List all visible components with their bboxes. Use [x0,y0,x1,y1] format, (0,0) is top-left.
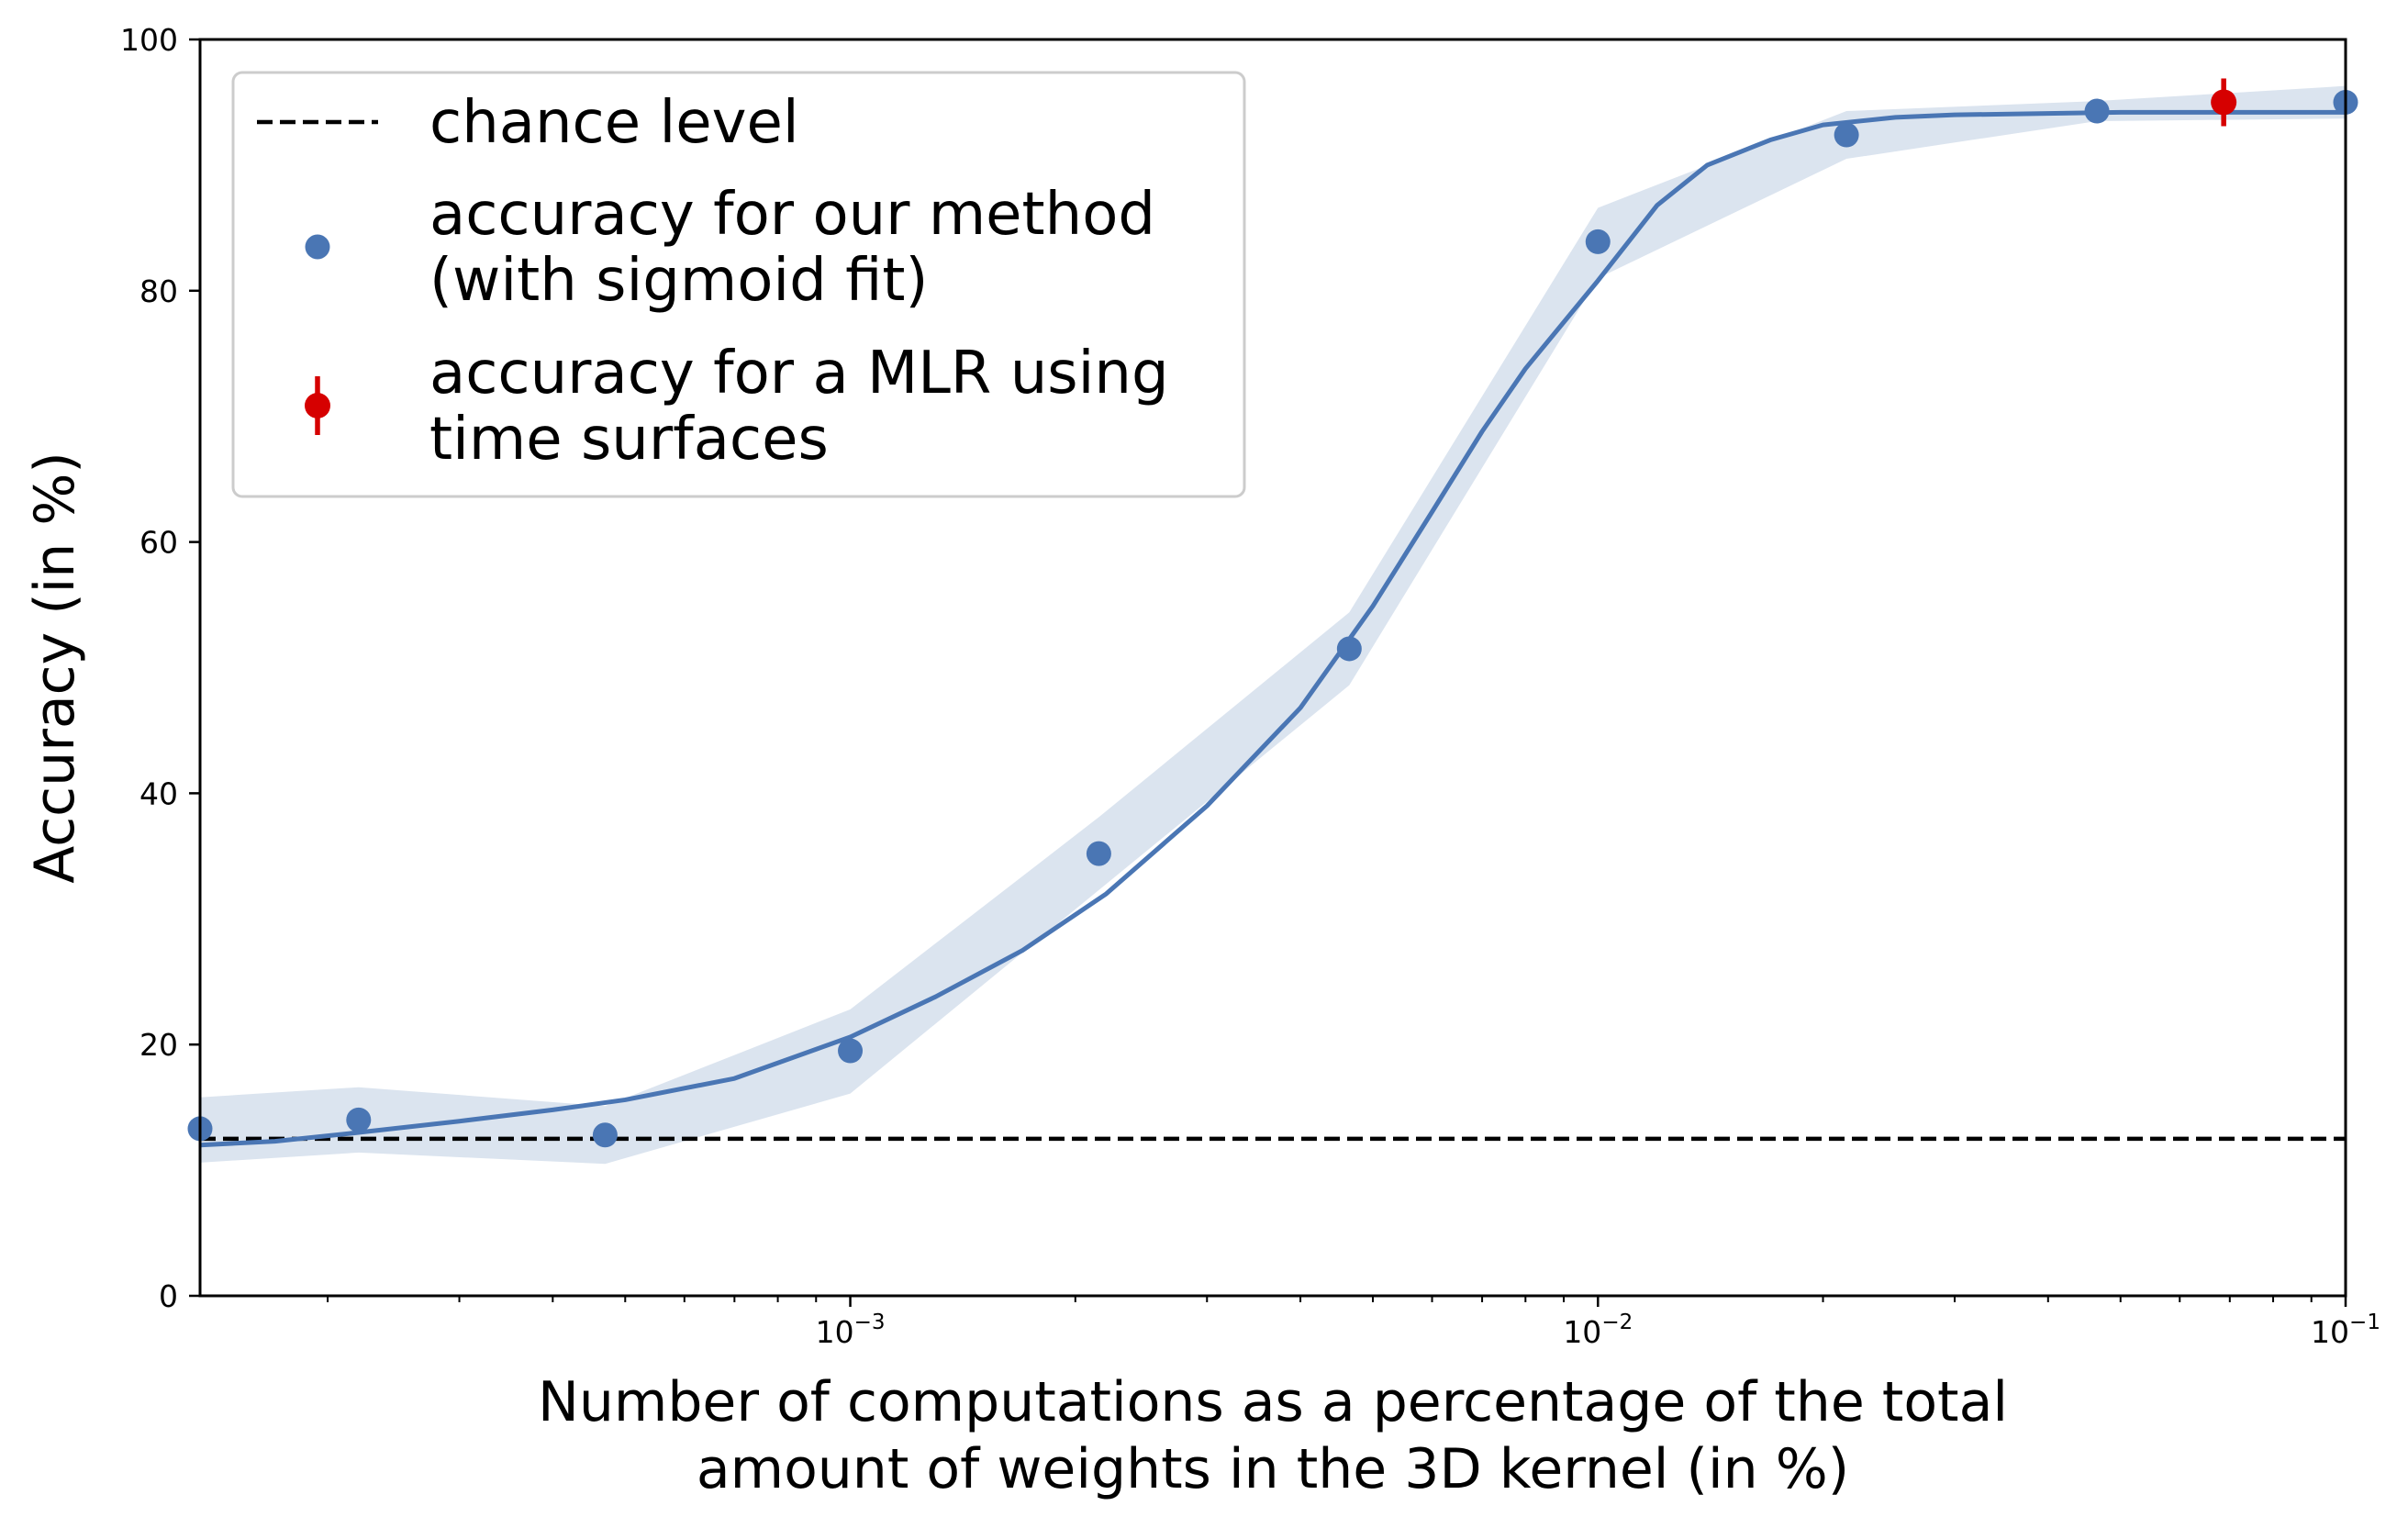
x-axis-title: amount of weights in the 3D kernel (in %… [697,1437,1849,1501]
legend-mlr-swatch [305,393,330,418]
method-data-point [1585,229,1611,254]
method-data-point [592,1122,618,1148]
legend-label: (with sigmoid fit) [429,247,928,315]
y-tick-label: 20 [139,1027,178,1063]
y-tick-label: 100 [120,22,178,58]
method-data-point [346,1107,372,1132]
x-axis-title: Number of computations as a percentage o… [538,1370,2008,1434]
legend-label: accuracy for a MLR using [429,340,1169,407]
x-tick-label: 10−2 [1563,1311,1633,1350]
plot-frame [198,38,2347,1298]
ticks-layer: 0 20 40 60 80 100 10−3 10−2 10−1 [120,22,2380,1350]
legend-box [231,71,1246,498]
mlr-data-point [2211,89,2237,116]
legend: chance level accuracy for our method(with… [231,71,1246,498]
axes-frame [198,38,2347,1298]
y-tick-label: 80 [139,273,178,309]
x-tick-label: 10−3 [816,1311,886,1350]
method-data-point [1834,122,1859,148]
method-data-point [1086,841,1111,866]
legend-label: chance level [429,89,799,157]
method-data-point [838,1038,864,1064]
y-tick-label: 40 [139,775,178,811]
y-axis-title: Accuracy (in %) [23,452,87,884]
y-tick-label: 60 [139,525,178,561]
legend-method-swatch [305,234,330,260]
x-tick-label: 10−1 [2311,1311,2380,1350]
axis-titles: Number of computations as a percentage o… [23,452,2008,1501]
legend-label: accuracy for our method [429,181,1155,249]
method-data-point [2084,98,2110,124]
method-data-point [1336,636,1362,662]
legend-label: time surfaces [429,406,829,474]
y-tick-label: 0 [159,1278,178,1314]
sigmoid-fit-layer [199,109,2346,1148]
sigmoid-fit-line [199,109,2346,1148]
